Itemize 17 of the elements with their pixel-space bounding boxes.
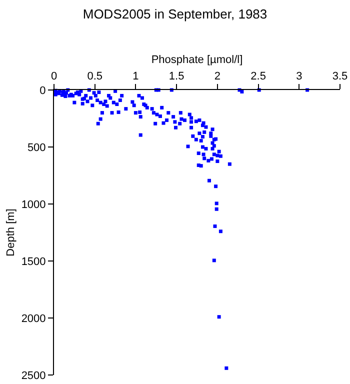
x-tick-label: 3 [296, 70, 302, 83]
y-tick-label: 0 [40, 84, 46, 97]
y-tick-label: 1500 [21, 256, 46, 268]
x-tick-label: 1.5 [168, 70, 184, 83]
y-axis-title: Depth [m] [4, 208, 17, 256]
y-tick-label: 1000 [21, 198, 46, 211]
x-tick-label: 1 [132, 70, 139, 83]
y-tick-label: 500 [27, 142, 46, 154]
x-tick-label: 2 [214, 70, 220, 83]
x-tick-label: 0.5 [87, 70, 103, 83]
y-tick-label: 2500 [21, 370, 46, 382]
x-axis-title: Phosphate [µmol/l] [151, 54, 243, 66]
chart-title: MODS2005 in September, 1983 [82, 6, 268, 22]
x-tick-label: 2.5 [250, 70, 266, 83]
x-tick-label: 3.5 [332, 70, 348, 83]
x-tick-label: 0 [50, 70, 58, 83]
y-tick-label: 2000 [21, 312, 46, 325]
